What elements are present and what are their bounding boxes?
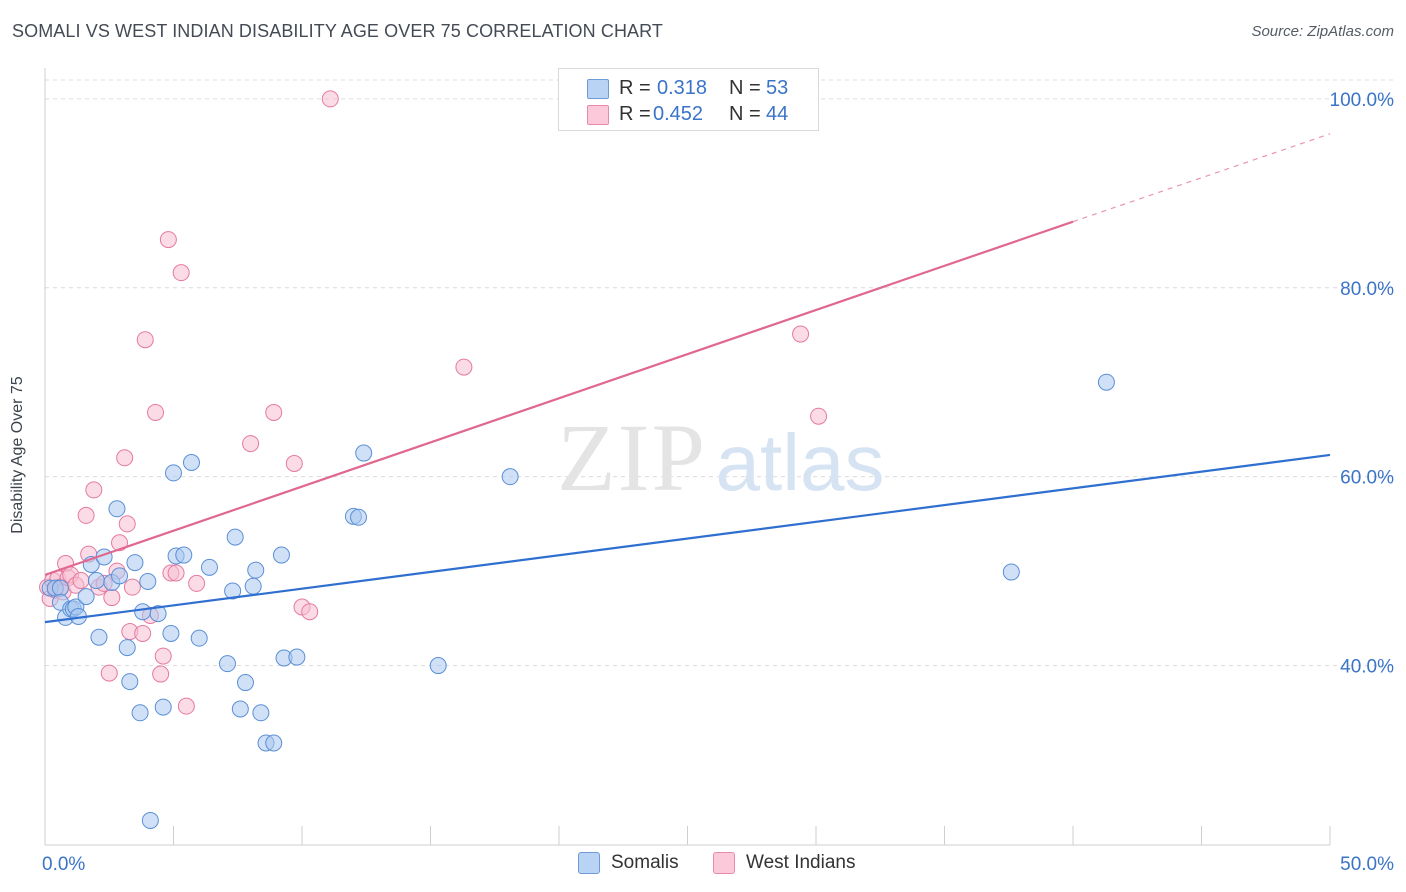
somalis-point (87, 572, 105, 590)
somalis-point (1097, 373, 1115, 391)
legend-r-label: R = (619, 103, 651, 125)
somalis-point (244, 577, 262, 595)
somalis-point (141, 811, 159, 829)
somalis-point (126, 554, 144, 572)
west-indians-point (100, 664, 118, 682)
west-indians-trend-line (44, 220, 1074, 576)
west-indians-point (85, 481, 103, 499)
somalis-point (118, 639, 136, 657)
x-tick-label-max: 50.0% (1340, 854, 1394, 875)
somalis-point (231, 700, 249, 718)
legend-r-value: 0.452 (653, 103, 704, 125)
somalis-point (51, 579, 69, 597)
somalis-point (121, 673, 139, 691)
somalis-point (175, 546, 193, 564)
somalis-point (355, 444, 373, 462)
west-indians-point (72, 572, 90, 590)
west-indians-point (154, 647, 172, 665)
trend-lines (44, 133, 1331, 624)
y-tick-label: 60.0% (1340, 468, 1394, 489)
west-indians-point (136, 331, 154, 349)
grid-layer (45, 79, 1394, 667)
somalis-point (236, 674, 254, 692)
somalis-legend-label: Somalis (611, 852, 679, 873)
west-indians-point (147, 403, 165, 421)
somalis-point (200, 558, 218, 576)
legend-n-value: 44 (766, 103, 789, 125)
somalis-point (224, 582, 242, 600)
somalis-point (288, 648, 306, 666)
west-indians-point (77, 506, 95, 524)
somalis-point (350, 508, 368, 526)
west-indians-point (167, 564, 185, 582)
west-indians-point (188, 574, 206, 592)
somalis-point (190, 629, 208, 647)
somalis-point (139, 573, 157, 590)
west-indians-point (118, 515, 136, 533)
somalis-point (90, 628, 108, 646)
watermark-zip: ZIP (557, 404, 707, 511)
legend-r-value: 0.318 (657, 77, 708, 99)
source-label: Source: ZipAtlas.com (1251, 23, 1394, 40)
west-indians-trend-extension (1072, 133, 1331, 223)
west-indians-legend-swatch (713, 852, 735, 874)
x-tick-label-min: 0.0% (42, 854, 85, 875)
somalis-point (149, 605, 167, 623)
somalis-point (218, 655, 236, 673)
somalis-point (265, 734, 283, 752)
y-axis-label: Disability Age Over 75 (9, 376, 26, 534)
west-indians-point (265, 403, 283, 421)
somalis-point (134, 603, 152, 621)
west-indians-point (159, 231, 177, 249)
chart-title: SOMALI VS WEST INDIAN DISABILITY AGE OVE… (12, 21, 664, 41)
west-indians-point (116, 449, 134, 467)
somalis-point (272, 546, 290, 564)
correlation-legend: R = 0.318 N = 53 R = 0.452 N = 44 (558, 68, 819, 131)
west-indians-point (810, 407, 828, 425)
west-indians-point (123, 578, 141, 596)
legend-n-value: 53 (766, 77, 789, 99)
west-indians-point (242, 435, 260, 453)
somalis-swatch (587, 79, 609, 99)
west-indians-legend-label: West Indians (746, 852, 856, 873)
watermark: ZIP atlas (557, 404, 884, 511)
somalis-point (108, 500, 126, 518)
west-indians-point (172, 264, 190, 282)
somalis-point (165, 464, 182, 482)
somalis-point (162, 624, 180, 642)
west-indians-point (301, 603, 319, 621)
somalis-point (111, 567, 129, 585)
west-indians-point (321, 90, 339, 108)
tick-labels: 40.0% 60.0% 80.0% 100.0% 0.0% 50.0% (42, 90, 1394, 875)
west-indians-point (792, 325, 810, 343)
y-tick-label: 100.0% (1330, 90, 1395, 111)
somalis-point (77, 588, 95, 606)
somalis-point (182, 454, 200, 471)
west-indians-point (134, 624, 152, 642)
west-indians-point (455, 358, 473, 376)
somalis-trend-line (44, 453, 1331, 624)
somalis-point (226, 528, 244, 546)
legend-r-label: R = (619, 77, 651, 99)
somalis-point (131, 704, 149, 722)
somalis-point (154, 698, 172, 716)
watermark-atlas: atlas (716, 418, 885, 507)
west-indians-point (103, 589, 121, 607)
axis-layer (44, 68, 1331, 846)
somalis-point (1002, 563, 1020, 581)
y-tick-label: 80.0% (1340, 279, 1394, 300)
west-indians-point (177, 697, 195, 715)
somalis-point (429, 657, 447, 675)
somalis-legend-swatch (578, 852, 600, 874)
y-tick-label: 40.0% (1340, 657, 1394, 678)
somalis-point (252, 704, 270, 722)
legend-n-label: N = (729, 103, 761, 125)
west-indians-point (152, 665, 170, 683)
west-indians-point (285, 454, 303, 472)
legend-n-label: N = (729, 77, 761, 99)
somalis-point (247, 561, 265, 579)
somalis-point (501, 468, 519, 486)
west-indians-swatch (587, 105, 609, 125)
